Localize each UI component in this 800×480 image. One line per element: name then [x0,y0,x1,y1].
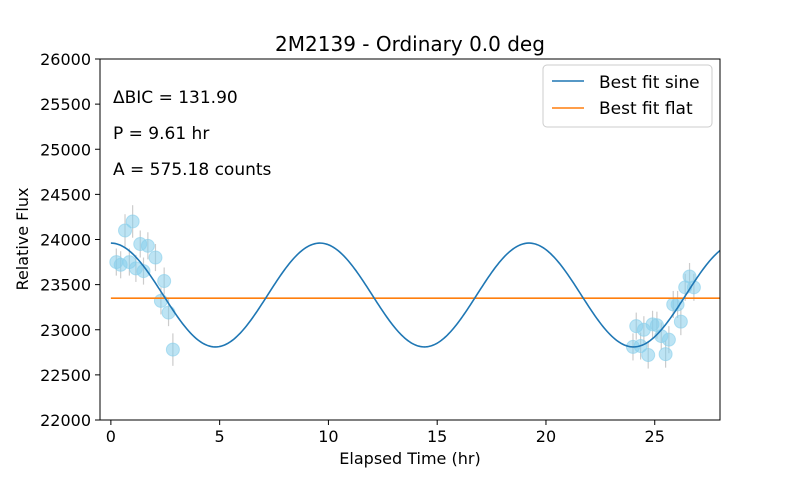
plot-area: 0 5 10 15 20 25 22000 22500 23000 23500 24000 24500… [40,50,721,446]
y-tick-label: 22000 [40,411,91,430]
data-point [118,223,133,238]
x-tick-label: 10 [318,427,338,446]
data-point [165,342,180,357]
data-point [658,347,673,362]
sine-fit-line [110,242,720,348]
legend-sine-label: Best fit sine [599,73,700,93]
data-point [125,214,140,229]
data-point [161,305,176,320]
x-tick-label: 15 [427,427,447,446]
y-tick-label: 23500 [40,276,91,295]
y-tick-label: 23000 [40,321,91,340]
data-point [673,314,688,329]
x-axis-label: Elapsed Time (hr) [339,449,480,468]
data-point [686,280,701,295]
annotation-delta-bic: ΔBIC = 131.90 [113,88,238,108]
data-point [148,250,163,265]
data-point [140,238,155,253]
x-tick-label: 5 [215,427,225,446]
legend-box [542,64,713,128]
data-point [157,274,172,289]
data-point [661,332,676,347]
data-point [153,293,168,308]
x-tick-label: 20 [536,427,556,446]
y-tick-label: 25500 [40,95,91,114]
y-axis-label: Relative Flux [13,188,32,291]
y-tick-label: 25000 [40,140,91,159]
y-tick-label: 22500 [40,366,91,385]
annotation-period: P = 9.61 hr [113,124,209,144]
legend-flat-label: Best fit flat [599,99,693,119]
y-tick-label: 24000 [40,231,91,250]
data-point [136,264,151,279]
y-tick-label: 24500 [40,185,91,204]
annotation-amplitude: A = 575.18 counts [113,160,272,180]
x-tick-label: 25 [645,427,665,446]
data-point [641,348,656,363]
legend: Best fit sine Best fit flat [542,64,713,128]
chart-title: 2M2139 - Ordinary 0.0 deg [275,32,545,56]
x-tick-label: 0 [106,427,116,446]
y-tick-label: 26000 [40,50,91,69]
